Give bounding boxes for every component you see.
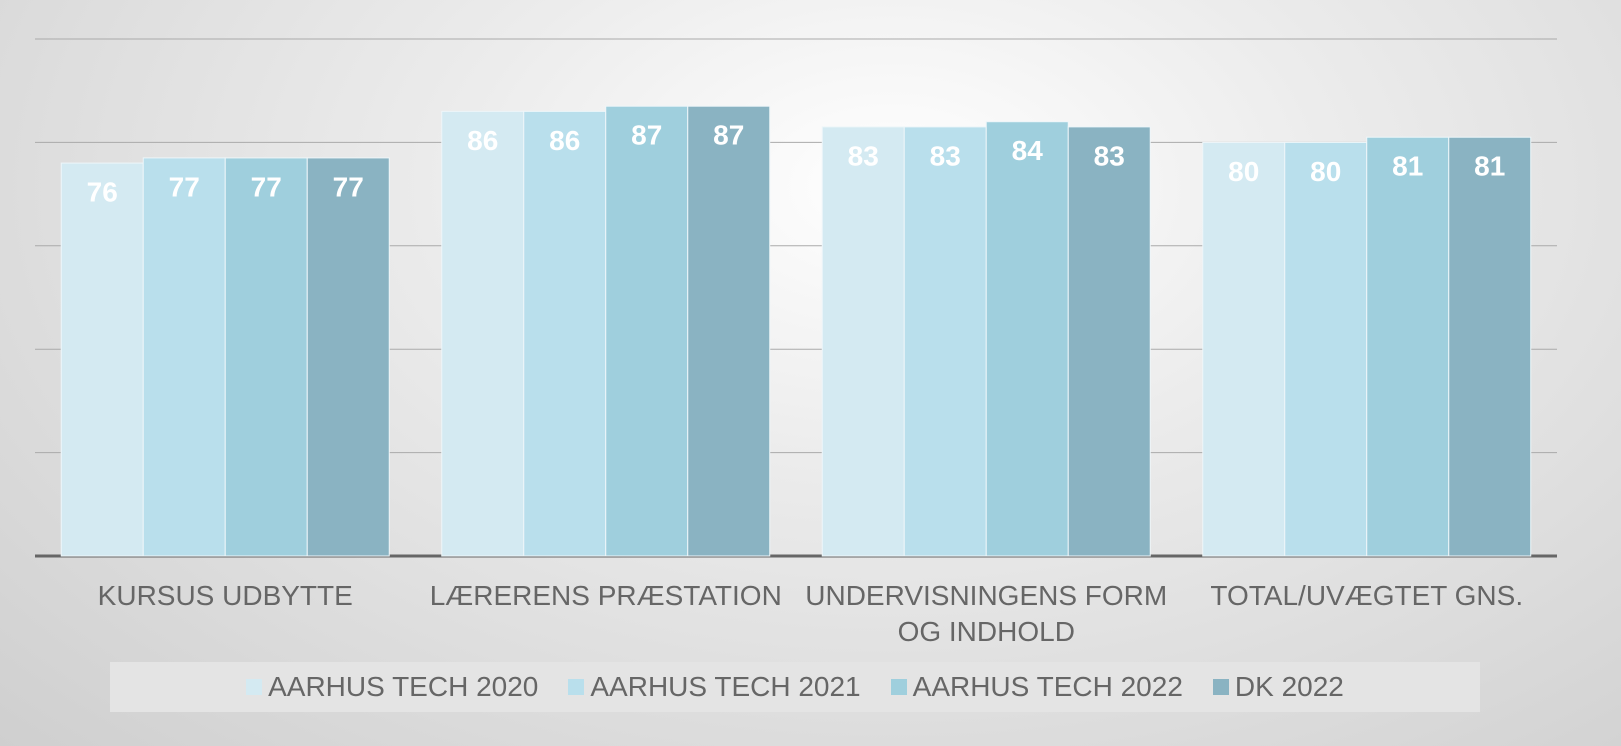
legend-label: DK 2022	[1234, 671, 1344, 702]
data-label: 83	[1094, 140, 1125, 171]
data-label: 77	[169, 171, 200, 202]
x-tick-label: UNDERVISNINGENS FORM OG INDHOLD	[805, 580, 1168, 647]
bar	[142, 157, 226, 557]
bar	[224, 157, 308, 557]
legend-swatch	[246, 679, 263, 695]
legend-swatch	[568, 679, 585, 695]
data-label: 81	[1392, 151, 1423, 182]
data-label: 87	[713, 120, 744, 151]
bar	[441, 110, 525, 557]
legend-label: AARHUS TECH 2021	[590, 671, 861, 702]
data-label: 87	[631, 120, 662, 151]
x-tick-label: TOTAL/UVÆGTET GNS.	[1210, 580, 1524, 611]
legend-item: AARHUS TECH 2021	[568, 671, 861, 703]
x-tick-label: LÆRERENS PRÆSTATION	[429, 580, 782, 611]
data-label: 80	[1228, 156, 1259, 187]
bar	[605, 105, 689, 557]
data-label: 81	[1474, 151, 1505, 182]
legend-item: AARHUS TECH 2020	[246, 671, 538, 703]
data-label: 86	[467, 125, 498, 156]
legend: AARHUS TECH 2020 AARHUS TECH 2021 AARHUS T…	[110, 662, 1480, 712]
legend-item: DK 2022	[1212, 671, 1344, 703]
legend-label: AARHUS TECH 2020	[268, 671, 539, 702]
bar	[1366, 136, 1450, 557]
bar	[821, 126, 905, 557]
legend-item: AARHUS TECH 2022	[890, 671, 1183, 703]
legend-swatch	[890, 679, 907, 695]
bar	[1067, 126, 1151, 557]
data-label: 86	[549, 125, 580, 156]
x-tick-label: KURSUS UDBYTTE	[97, 580, 353, 611]
bar	[1284, 141, 1368, 557]
bar	[687, 105, 771, 557]
data-label: 77	[251, 171, 282, 202]
data-label: 83	[930, 140, 961, 171]
legend-label: AARHUS TECH 2022	[912, 671, 1183, 702]
bar	[1202, 141, 1286, 557]
data-label: 83	[848, 140, 879, 171]
data-label: 77	[333, 171, 364, 202]
bar	[523, 110, 607, 557]
bar	[903, 126, 987, 557]
bar	[306, 157, 390, 557]
bar	[60, 162, 144, 557]
legend-swatch	[1212, 679, 1229, 695]
bar	[1448, 136, 1532, 557]
data-label: 80	[1310, 156, 1341, 187]
bar	[985, 121, 1069, 557]
data-label: 76	[87, 176, 118, 207]
data-label: 84	[1012, 135, 1044, 166]
